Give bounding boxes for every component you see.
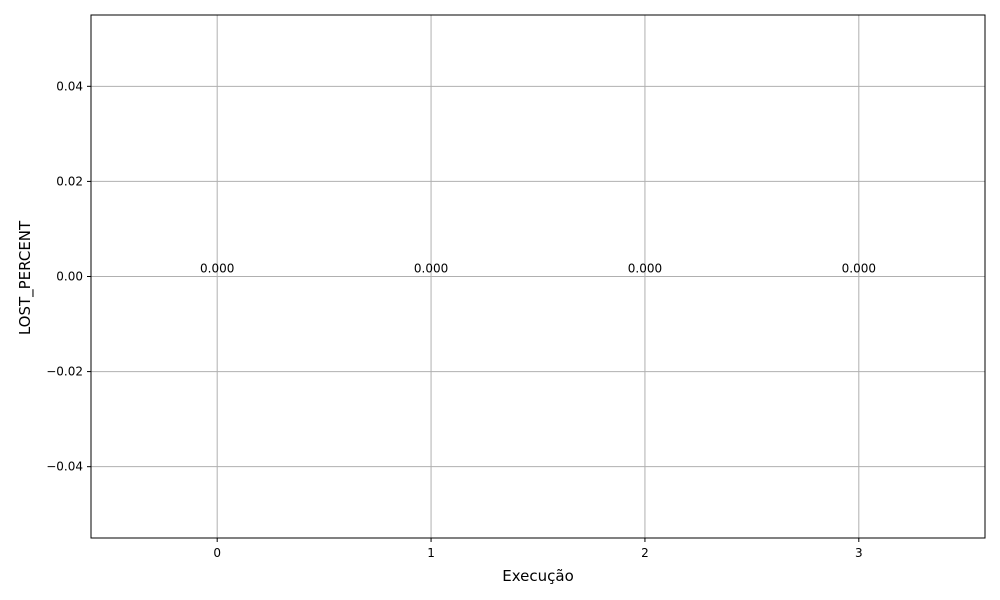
bar-value-label: 0.000 — [842, 262, 876, 276]
x-tick-label: 3 — [855, 546, 863, 560]
y-tick-label: −0.02 — [46, 365, 83, 379]
y-axis-label: LOST_PERCENT — [16, 220, 35, 335]
y-tick-label: 0.04 — [56, 79, 83, 93]
bar-value-label: 0.000 — [200, 262, 234, 276]
grid — [91, 15, 985, 538]
x-tick-label: 1 — [427, 546, 435, 560]
bar-value-label: 0.000 — [628, 262, 662, 276]
x-axis-label: Execução — [502, 567, 574, 585]
x-ticks: 0 1 2 3 — [213, 538, 863, 560]
x-tick-label: 0 — [213, 546, 221, 560]
bar-value-label: 0.000 — [414, 262, 448, 276]
y-tick-label: −0.04 — [46, 460, 83, 474]
data-labels: 0.000 0.000 0.000 0.000 — [200, 262, 876, 276]
y-tick-label: 0.00 — [56, 270, 83, 284]
y-ticks: −0.04 −0.02 0.00 0.02 0.04 — [46, 79, 91, 474]
y-tick-label: 0.02 — [56, 174, 83, 188]
x-tick-label: 2 — [641, 546, 649, 560]
